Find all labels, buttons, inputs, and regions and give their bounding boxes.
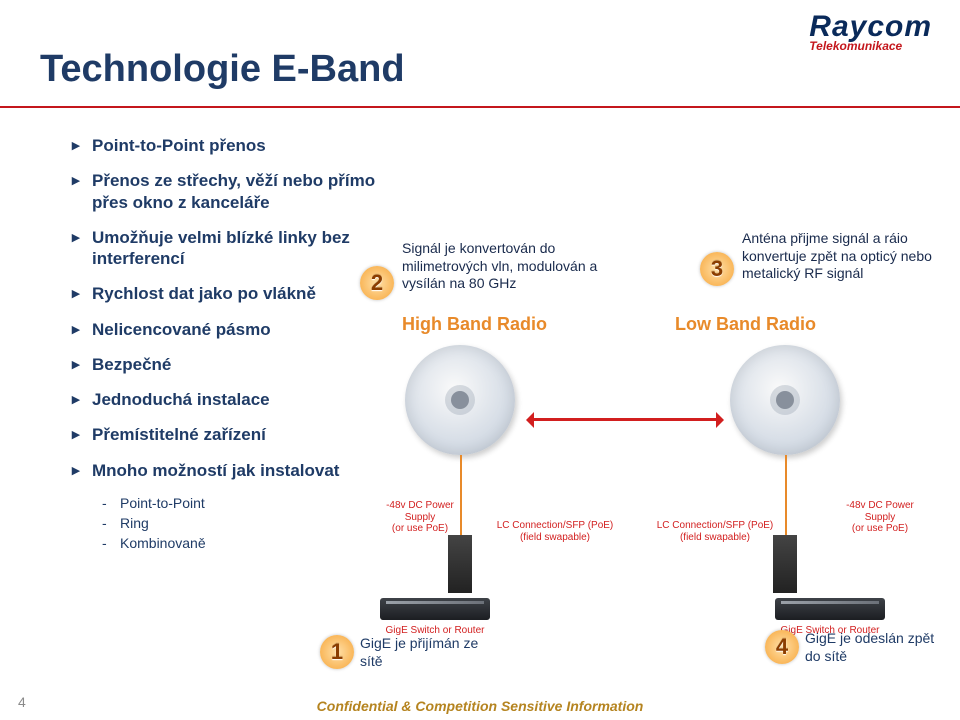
bullet-text: Jednoduchá instalace — [92, 389, 270, 410]
sub-bullet-text: Kombinovaně — [120, 535, 206, 551]
bullet-icon: ▸ — [72, 172, 92, 191]
bullet-item: ▸Umožňuje velmi blízké linky bez interfe… — [72, 227, 392, 270]
bullet-text: Rychlost dat jako po vlákně — [92, 283, 316, 304]
sub-bullet-text: Point-to-Point — [120, 495, 205, 511]
brand-logo: Raycom Telekomunikace — [809, 12, 932, 52]
bullet-icon: ▸ — [72, 391, 92, 410]
bullet-item: ▸Mnoho možností jak instalovat — [72, 460, 392, 481]
lc-label-right: LC Connection/SFP (PoE) (field swapable) — [640, 520, 790, 543]
bullet-item: ▸Nelicencované pásmo — [72, 319, 392, 340]
tower-left — [448, 535, 472, 593]
bullet-icon: ▸ — [72, 285, 92, 304]
footer-text: Confidential & Competition Sensitive Inf… — [0, 698, 960, 714]
bullet-item: ▸Přenos ze střechy, věží nebo přímo přes… — [72, 170, 392, 213]
page-title: Technologie E-Band — [40, 48, 405, 91]
step-2-text: Signál je konvertován do milimetrových v… — [402, 240, 632, 293]
step-4-badge: 4 — [765, 630, 799, 664]
bullet-text: Umožňuje velmi blízké linky bez interfer… — [92, 227, 392, 270]
dash-icon: - — [102, 535, 120, 551]
title-underline — [0, 106, 960, 108]
dish-right — [730, 345, 840, 455]
step-1-badge: 1 — [320, 635, 354, 669]
sub-bullet-item: -Point-to-Point — [102, 495, 392, 511]
bullet-icon: ▸ — [72, 137, 92, 156]
bullet-text: Přenos ze střechy, věží nebo přímo přes … — [92, 170, 392, 213]
step-1-text: GigE je přijímán ze sítě — [360, 635, 480, 670]
bullet-icon: ▸ — [72, 321, 92, 340]
sub-bullet-item: -Kombinovaně — [102, 535, 392, 551]
sub-bullet-text: Ring — [120, 515, 149, 531]
brand-name: Raycom — [809, 12, 932, 42]
bullet-item: ▸Bezpečné — [72, 354, 392, 375]
switch-right — [775, 598, 885, 620]
step-2-badge: 2 — [360, 266, 394, 300]
bullet-text: Point-to-Point přenos — [92, 135, 266, 156]
bullet-item: ▸Point-to-Point přenos — [72, 135, 392, 156]
dc-label-left: -48v DC Power Supply (or use PoE) — [370, 500, 470, 535]
bullet-icon: ▸ — [72, 462, 92, 481]
high-band-label: High Band Radio — [402, 314, 547, 335]
bullet-item: ▸Přemístitelné zařízení — [72, 424, 392, 445]
tower-right — [773, 535, 797, 593]
dash-icon: - — [102, 515, 120, 531]
signal-arrow — [530, 418, 720, 421]
bullet-icon: ▸ — [72, 356, 92, 375]
lc-label-left: LC Connection/SFP (PoE) (field swapable) — [480, 520, 630, 543]
bullet-item: ▸Rychlost dat jako po vlákně — [72, 283, 392, 304]
bullet-text: Bezpečné — [92, 354, 171, 375]
low-band-label: Low Band Radio — [675, 314, 816, 335]
switch-left — [380, 598, 490, 620]
bullet-text: Mnoho možností jak instalovat — [92, 460, 339, 481]
step-4-text: GigE je odeslán zpět do sítě — [805, 630, 935, 665]
bullet-icon: ▸ — [72, 426, 92, 445]
step-3-badge: 3 — [700, 252, 734, 286]
bullet-text: Nelicencované pásmo — [92, 319, 271, 340]
dash-icon: - — [102, 495, 120, 511]
bullet-item: ▸Jednoduchá instalace — [72, 389, 392, 410]
sub-bullet-item: -Ring — [102, 515, 392, 531]
bullet-text: Přemístitelné zařízení — [92, 424, 266, 445]
dc-label-right: -48v DC Power Supply (or use PoE) — [830, 500, 930, 535]
diagram: 2 Signál je konvertován do milimetrových… — [350, 230, 940, 670]
bullet-icon: ▸ — [72, 229, 92, 248]
step-3-text: Anténa přijme signál a ráio konvertuje z… — [742, 230, 932, 283]
bullet-list: ▸Point-to-Point přenos ▸Přenos ze střech… — [72, 135, 392, 555]
dish-left — [405, 345, 515, 455]
